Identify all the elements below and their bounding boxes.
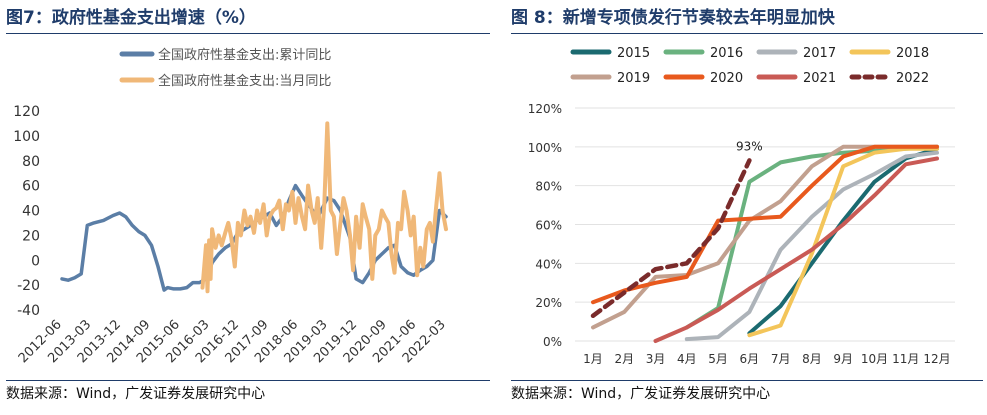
y-tick-label: 80% bbox=[535, 180, 562, 194]
y-tick-label: 120 bbox=[13, 104, 40, 120]
y-tick-label: -20 bbox=[17, 278, 40, 294]
series-line-2022 bbox=[590, 158, 752, 319]
x-tick-label: 4月 bbox=[677, 352, 697, 366]
x-tick-label: 8月 bbox=[802, 352, 822, 366]
y-tick-label: 0% bbox=[543, 335, 562, 349]
left-chart-panel: 图7：政府性基金支出增速（%） -40 -20 0 20 40 60 80 100 120 201… bbox=[6, 5, 490, 409]
right-chart-panel: 图 8：新增专项债发行节奏较去年明显加快 0% 20% 40% 60% 80% 100% 1… bbox=[505, 0, 987, 415]
legend-label: 2015 bbox=[617, 46, 650, 61]
x-tick-label: 6月 bbox=[740, 352, 760, 366]
legend-label: 2021 bbox=[803, 71, 836, 86]
y-tick-label: 40% bbox=[535, 257, 562, 271]
y-tick-label: 0 bbox=[31, 253, 40, 269]
right-source-text: 数据来源：Wind，广发证券发展研究中心 bbox=[511, 386, 771, 402]
x-tick-label: 3月 bbox=[646, 352, 666, 366]
x-tick-label: 9月 bbox=[833, 352, 853, 366]
legend-label: 2019 bbox=[617, 71, 650, 86]
y-tick-label: 120% bbox=[528, 102, 562, 116]
right-source-bar: 数据来源：Wind，广发证券发展研究中心 bbox=[511, 380, 983, 409]
left-source-bar: 数据来源：Wind，广发证券发展研究中心 bbox=[6, 380, 490, 409]
legend-label: 全国政府性基金支出:累计同比 bbox=[158, 47, 331, 63]
y-tick-label: 80 bbox=[22, 154, 40, 170]
series-line-2017 bbox=[684, 150, 939, 342]
series-line-2015 bbox=[747, 146, 939, 336]
legend-label: 2016 bbox=[710, 46, 743, 61]
x-tick-label: 7月 bbox=[771, 352, 791, 366]
legend-label: 全国政府性基金支出:当月同比 bbox=[158, 73, 331, 89]
x-tick-label: 10月 bbox=[861, 352, 888, 366]
x-tick-label: 5月 bbox=[708, 352, 728, 366]
x-tick-label: 2月 bbox=[614, 352, 634, 366]
right-chart-title: 图 8：新增专项债发行节奏较去年明显加快 bbox=[511, 8, 835, 28]
x-tick-label: 12月 bbox=[923, 352, 950, 366]
annotation-label: 93% bbox=[736, 139, 763, 153]
y-tick-label: -40 bbox=[17, 303, 40, 319]
series-line-2021 bbox=[653, 156, 939, 343]
legend-label: 2018 bbox=[896, 46, 929, 61]
right-chart-title-bar: 图 8：新增专项债发行节奏较去年明显加快 bbox=[511, 5, 983, 34]
legend-label: 2020 bbox=[710, 71, 743, 86]
series-line-2020 bbox=[591, 144, 939, 305]
legend-label: 2022 bbox=[896, 71, 929, 86]
y-tick-label: 20% bbox=[535, 296, 562, 310]
legend-label: 2017 bbox=[803, 46, 836, 61]
x-tick-label: 1月 bbox=[583, 352, 603, 366]
right-chart-svg: 0% 20% 40% 60% 80% 100% 120% 1月 2月 3月 4月 5月 6月 7月 8月 9月… bbox=[528, 46, 955, 366]
series-line-monthly bbox=[200, 121, 448, 294]
left-chart-title: 图7：政府性基金支出增速（%） bbox=[6, 8, 256, 28]
y-tick-label: 60% bbox=[535, 219, 562, 233]
left-chart-title-bar: 图7：政府性基金支出增速（%） bbox=[6, 5, 490, 34]
y-tick-label: 100 bbox=[13, 129, 40, 145]
y-tick-label: 40 bbox=[22, 204, 40, 220]
left-source-text: 数据来源：Wind，广发证券发展研究中心 bbox=[6, 386, 266, 402]
series-line-2016 bbox=[684, 144, 939, 330]
y-tick-label: 20 bbox=[22, 228, 40, 244]
left-chart-svg: -40-200204060801001202012-062013-032013-… bbox=[13, 47, 449, 366]
y-tick-label: 60 bbox=[22, 179, 40, 195]
y-tick-label: 100% bbox=[528, 141, 562, 155]
x-tick-label: 11月 bbox=[892, 352, 919, 366]
